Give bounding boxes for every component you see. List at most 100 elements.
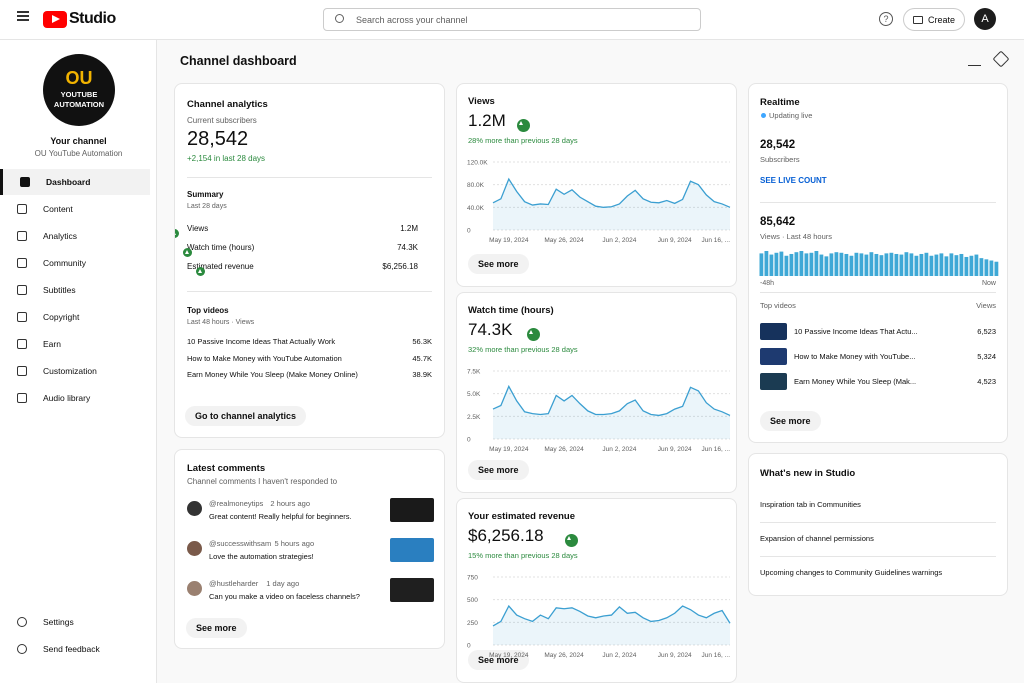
nav-item[interactable]: Settings — [0, 609, 150, 635]
top-title: Top videos — [187, 306, 229, 315]
subs-count: 28,542 — [187, 128, 249, 150]
nav-item[interactable]: Copyright — [0, 304, 150, 330]
bar — [809, 252, 814, 276]
realtime-button[interactable]: See more — [760, 411, 821, 431]
live-icon[interactable] — [992, 50, 1010, 68]
bar — [834, 252, 839, 276]
comment-thumbnail[interactable] — [390, 578, 434, 602]
see-more-button[interactable]: See more — [468, 460, 529, 480]
nav-icon — [17, 312, 27, 322]
bar — [839, 252, 844, 276]
nav-item[interactable]: Community — [0, 250, 150, 276]
bar — [979, 258, 984, 276]
see-more-button[interactable]: See more — [468, 650, 529, 670]
summary-label: Watch time (hours) — [187, 243, 255, 252]
logo-text[interactable]: Studio — [69, 10, 116, 27]
divider — [187, 177, 432, 178]
comment-author[interactable]: @successwithsam — [209, 539, 272, 548]
summary-title: Summary — [187, 190, 224, 199]
trend-up — [196, 267, 205, 277]
x-tick-label: May 26, 2024 — [544, 237, 584, 244]
comment-author[interactable]: @realmoneytips — [209, 499, 264, 508]
x-tick-label: Jun 16, ... — [701, 652, 730, 659]
nav-item[interactable]: Analytics — [0, 223, 150, 249]
comment-thumbnail[interactable] — [390, 538, 434, 562]
bar — [879, 255, 884, 276]
area — [493, 179, 730, 230]
video-views: 6,523 — [977, 327, 996, 336]
card-title: Your estimated revenue — [468, 511, 576, 522]
video-title[interactable]: 10 Passive Income Ideas That Actually Wo… — [187, 337, 336, 346]
views-card: Views 1.2M 28% more than previous 28 days S… — [456, 83, 737, 287]
video-title[interactable]: Earn Money While You Sleep (Mak... — [794, 377, 917, 386]
top-period: Last 48 hours · Views — [187, 319, 255, 326]
video-thumbnail[interactable] — [760, 323, 787, 340]
create-button[interactable]: Create — [903, 8, 965, 31]
search-icon — [335, 14, 344, 23]
video-title[interactable]: 10 Passive Income Ideas That Actu... — [794, 327, 918, 336]
bar — [904, 252, 909, 276]
subs: 28,542 — [760, 139, 796, 151]
bar — [959, 253, 964, 276]
trend-up — [565, 534, 579, 548]
nav-item[interactable]: Subtitles — [0, 277, 150, 303]
summary-label: Estimated revenue — [187, 262, 254, 271]
line-chart: 0 2.5K 5.0K 7.5K May 19, 2024 May 26, 2024 Jun… — [467, 369, 731, 453]
summary-value: $6,256.18 — [382, 262, 418, 271]
news-item[interactable]: Inspiration tab in Communities — [760, 500, 861, 509]
realtime-card: Realtime Updating live 28,542 Subscriber… — [748, 83, 1008, 443]
top-label: Top videos — [760, 301, 796, 310]
x-tick-label: Jun 16, ... — [701, 237, 730, 244]
logo-line: OU — [65, 68, 93, 88]
card-title: Watch time (hours) — [468, 305, 554, 316]
upload-icon[interactable] — [968, 53, 981, 66]
nav-item[interactable]: Audio library — [0, 385, 150, 411]
bar — [824, 256, 829, 276]
bar — [764, 251, 769, 276]
card-title: Realtime — [760, 97, 800, 108]
bar — [779, 251, 784, 276]
menu-button[interactable] — [17, 15, 29, 17]
analytics-button[interactable]: Go to channel analytics — [185, 406, 307, 426]
bar — [969, 255, 974, 276]
trend-up — [183, 248, 192, 258]
live-count-link[interactable]: SEE LIVE COUNT — [760, 176, 827, 185]
line — [492, 384, 731, 417]
comments-card: Latest comments Channel comments I haven… — [174, 449, 445, 649]
channel-name: OU YouTube Automation — [34, 149, 123, 158]
video-thumbnail[interactable] — [760, 373, 787, 390]
nav-item[interactable]: Dashboard — [0, 169, 150, 195]
bar — [929, 255, 934, 276]
help-icon[interactable]: ? — [879, 12, 893, 26]
bar — [789, 253, 794, 276]
news-item[interactable]: Upcoming changes to Community Guidelines… — [760, 568, 943, 577]
logo-line: AUTOMATION — [53, 100, 105, 109]
area — [493, 386, 730, 439]
bar — [924, 252, 929, 276]
news-item[interactable]: Expansion of channel permissions — [760, 534, 874, 543]
comments-button[interactable]: See more — [186, 618, 247, 638]
see-more-button[interactable]: See more — [468, 254, 529, 274]
chart-start: -48h — [760, 280, 775, 287]
comment-author[interactable]: @hustleharder — [209, 579, 259, 588]
nav-item[interactable]: Customization — [0, 358, 150, 384]
y-tick-label: 120.0K — [467, 160, 488, 167]
video-title[interactable]: How to Make Money with YouTube Automatio… — [187, 353, 342, 363]
avatar[interactable]: A — [974, 8, 996, 30]
comment-text: Love the automation strategies! — [209, 552, 314, 561]
realtime-chart — [759, 251, 999, 276]
bar — [934, 254, 939, 276]
comment-avatar — [187, 581, 202, 596]
nav-item[interactable]: Content — [0, 196, 150, 222]
card-title: Channel analytics — [187, 99, 268, 110]
nav-item[interactable]: Earn — [0, 331, 150, 357]
nav-item[interactable]: Send feedback — [0, 636, 150, 662]
video-thumbnail[interactable] — [760, 348, 787, 365]
video-title[interactable]: Earn Money While You Sleep (Make Money O… — [187, 370, 358, 379]
comment-thumbnail[interactable] — [390, 498, 434, 522]
bar — [939, 253, 944, 276]
channel-avatar[interactable]: OU YOUTUBE AUTOMATION — [43, 54, 115, 126]
video-title[interactable]: How to Make Money with YouTube... — [794, 352, 916, 361]
search-box[interactable]: Search across your channel — [323, 8, 701, 31]
bar — [919, 253, 924, 276]
